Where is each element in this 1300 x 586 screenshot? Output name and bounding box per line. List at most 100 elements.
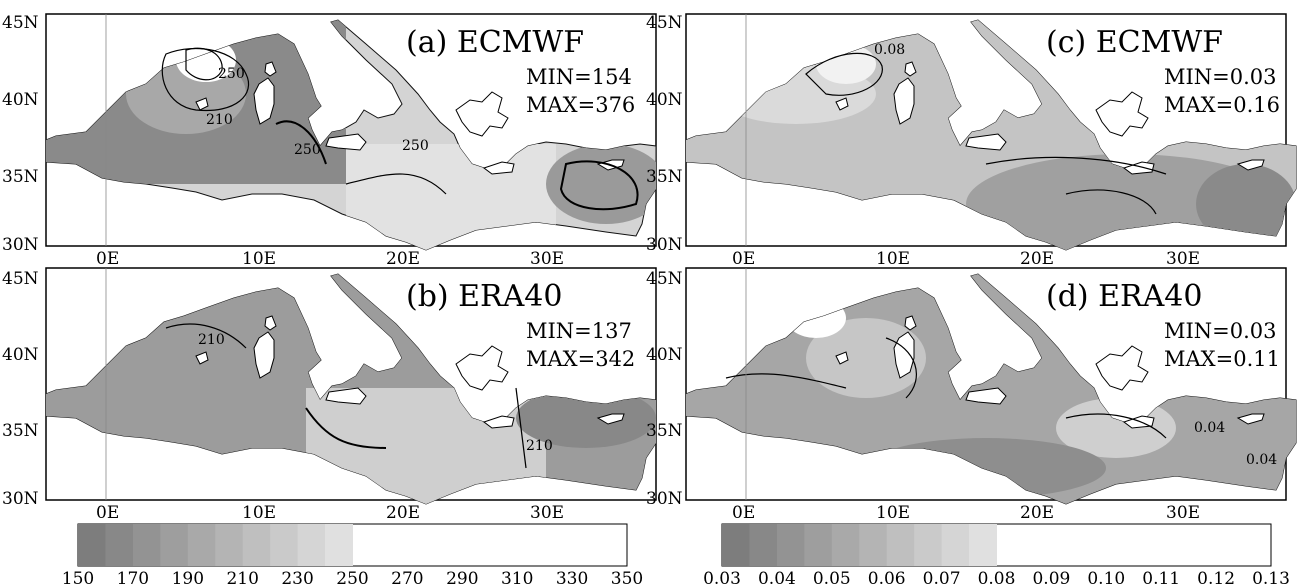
colorbar-label: 0.09 xyxy=(1032,569,1070,586)
lon-labels-bottom-left: 0E 10E 20E 30E xyxy=(96,503,564,523)
colorbar-label: 270 xyxy=(391,569,423,586)
colorbar-label: 230 xyxy=(281,569,313,586)
colorbar-label: 0.08 xyxy=(978,569,1016,586)
lon-label: 30E xyxy=(1166,503,1200,523)
contour-label: 0.08 xyxy=(874,42,905,58)
colorbar-right: 0.03 0.04 0.05 0.06 0.07 0.08 0.09 0.10 0.11 0.12… xyxy=(703,523,1290,586)
lat-label: 30N xyxy=(2,489,39,509)
colorbar-label: 350 xyxy=(611,569,643,586)
colorbar-swatch xyxy=(78,524,106,566)
lon-label: 20E xyxy=(386,249,420,269)
lat-labels-right: 45N 40N 35N 30N 45N 40N 35N 30N xyxy=(646,13,683,509)
lon-label: 30E xyxy=(530,249,564,269)
lon-label: 20E xyxy=(1020,503,1054,523)
colorbar-swatch xyxy=(242,524,271,566)
lat-label: 40N xyxy=(2,90,39,110)
lat-label: 45N xyxy=(2,269,39,289)
colorbar-label: 150 xyxy=(62,569,94,586)
colorbar-label: 0.12 xyxy=(1197,569,1235,586)
lon-label: 0E xyxy=(96,503,119,523)
colorbar-swatch xyxy=(969,524,997,566)
panel-a-max: MAX=376 xyxy=(526,93,635,117)
colorbar-swatch xyxy=(132,524,161,566)
colorbar-label: 0.11 xyxy=(1142,569,1180,586)
colorbar-label: 0.07 xyxy=(923,569,961,586)
colorbar-swatch xyxy=(804,524,833,566)
lat-label: 40N xyxy=(646,90,683,110)
colorbar-swatch xyxy=(297,524,326,566)
colorbar-label: 310 xyxy=(501,569,533,586)
contour-label: 0.04 xyxy=(1246,452,1277,468)
lon-label: 30E xyxy=(1166,249,1200,269)
colorbar-label: 290 xyxy=(446,569,478,586)
lat-label: 40N xyxy=(2,345,39,365)
colorbar-label: 0.06 xyxy=(868,569,906,586)
lon-label: 10E xyxy=(876,249,910,269)
colorbar-swatch xyxy=(160,524,189,566)
contour-label: 210 xyxy=(206,112,233,128)
panel-b-max: MAX=342 xyxy=(526,347,635,371)
lat-labels-left: 45N 40N 35N 30N 45N 40N 35N 30N xyxy=(2,13,39,509)
contour-label: 210 xyxy=(198,332,225,348)
lat-label: 45N xyxy=(646,13,683,33)
lat-label: 30N xyxy=(646,489,683,509)
panel-a: 250 210 250 250 (a) ECMWF MIN=154 MAX=37… xyxy=(45,13,657,251)
panel-a-title: (a) ECMWF xyxy=(406,25,584,60)
lat-label: 35N xyxy=(646,167,683,187)
colorbar-swatch xyxy=(270,524,299,566)
colorbar-label: 0.04 xyxy=(758,569,796,586)
panel-d: 0.04 0.04 (d) ERA40 MIN=0.03 MAX=0.11 xyxy=(685,267,1297,505)
colorbar-swatch xyxy=(215,524,244,566)
lat-label: 30N xyxy=(646,235,683,255)
panel-c-max: MAX=0.16 xyxy=(1164,93,1280,117)
colorbar-swatch xyxy=(831,524,860,566)
lon-label: 0E xyxy=(732,249,755,269)
colorbar-swatch xyxy=(187,524,216,566)
colorbar-label: 250 xyxy=(336,569,368,586)
colorbar-left: 150 170 190 210 230 250 270 290 310 330 350 xyxy=(62,523,643,586)
lat-label: 35N xyxy=(2,421,39,441)
colorbar-label: 210 xyxy=(226,569,258,586)
lat-label: 35N xyxy=(646,421,683,441)
lon-labels-top-left: 0E 10E 20E 30E xyxy=(96,249,564,269)
lon-label: 20E xyxy=(386,503,420,523)
panel-b-min: MIN=137 xyxy=(526,319,632,343)
colorbar-swatch xyxy=(722,524,750,566)
panel-d-min: MIN=0.03 xyxy=(1164,319,1277,343)
panel-d-max: MAX=0.11 xyxy=(1164,347,1280,371)
panel-c-title: (c) ECMWF xyxy=(1046,25,1223,60)
colorbar-label: 330 xyxy=(556,569,588,586)
contour-label: 210 xyxy=(526,438,553,454)
colorbar-swatch xyxy=(105,524,134,566)
lon-label: 20E xyxy=(1020,249,1054,269)
colorbar-swatch xyxy=(325,524,353,566)
lat-label: 30N xyxy=(2,235,39,255)
colorbar-label: 170 xyxy=(117,569,149,586)
lon-labels-bottom-right: 0E 10E 20E 30E xyxy=(732,503,1200,523)
colorbar-swatch xyxy=(941,524,970,566)
panel-a-min: MIN=154 xyxy=(526,65,632,89)
colorbar-swatch xyxy=(776,524,805,566)
contour-label: 0.04 xyxy=(1194,420,1225,436)
lon-label: 30E xyxy=(530,503,564,523)
colorbar-swatch xyxy=(914,524,943,566)
lon-labels-top-right: 0E 10E 20E 30E xyxy=(732,249,1200,269)
lat-label: 45N xyxy=(2,13,39,33)
panel-b-title: (b) ERA40 xyxy=(406,279,562,314)
lon-label: 10E xyxy=(242,249,276,269)
colorbar-label: 0.05 xyxy=(813,569,851,586)
panel-d-title: (d) ERA40 xyxy=(1046,279,1202,314)
lat-label: 45N xyxy=(646,269,683,289)
colorbar-label: 190 xyxy=(172,569,204,586)
lon-label: 10E xyxy=(876,503,910,523)
colorbar-label: 0.10 xyxy=(1087,569,1125,586)
panel-c: 0.08 (c) ECMWF MIN=0.03 MAX=0.16 xyxy=(685,13,1297,251)
contour-label: 250 xyxy=(218,66,245,82)
lat-label: 35N xyxy=(2,167,39,187)
colorbar-swatch xyxy=(886,524,915,566)
colorbar-swatch xyxy=(749,524,778,566)
contour-label: 250 xyxy=(402,138,429,154)
lat-label: 40N xyxy=(646,345,683,365)
lon-label: 0E xyxy=(732,503,755,523)
